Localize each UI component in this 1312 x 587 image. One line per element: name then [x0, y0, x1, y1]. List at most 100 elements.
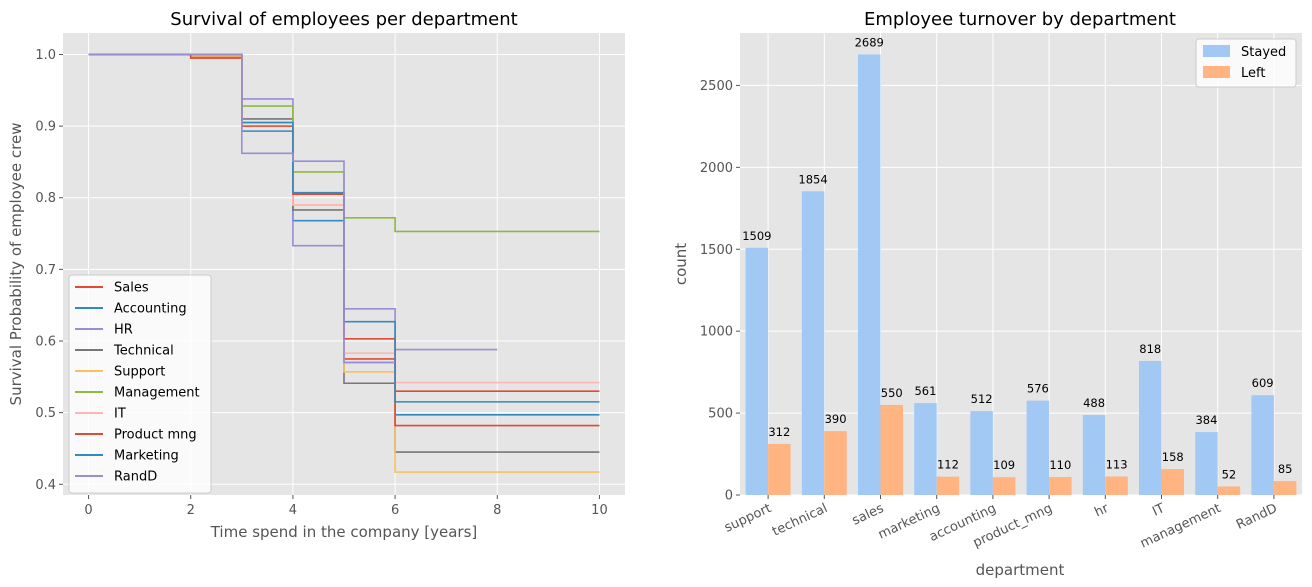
turnover-y-tick-label: 0: [725, 489, 733, 504]
bar-value-label: 112: [937, 458, 959, 472]
bar-stayed-management: [1195, 432, 1218, 495]
survival-legend-label: Sales: [114, 281, 149, 296]
turnover-x-tick-label: IT: [1150, 501, 1167, 520]
survival-legend-label: Marketing: [114, 449, 179, 464]
bar-value-label: 576: [1027, 382, 1049, 396]
turnover-y-tick-label: 500: [708, 407, 733, 422]
survival-x-axis-label: Time spend in the company [years]: [210, 523, 478, 541]
survival-y-tick-label: 0.5: [35, 406, 56, 421]
survival-x-tick-label: 8: [493, 503, 501, 518]
survival-y-tick-label: 0.8: [35, 191, 56, 206]
bar-left-product-mng: [1049, 476, 1072, 495]
bar-stayed-hr: [1082, 415, 1106, 495]
survival-legend-label: Accounting: [114, 302, 187, 317]
bar-stayed-accounting: [970, 411, 993, 495]
bar-value-label: 109: [993, 458, 1015, 472]
turnover-x-tick-label: sales: [850, 501, 887, 529]
bar-left-it: [1161, 469, 1184, 495]
survival-chart-title: Survival of employees per department: [170, 9, 517, 30]
bar-value-label: 312: [768, 425, 790, 439]
bar-left-randd: [1273, 481, 1297, 495]
turnover-y-tick-label: 1500: [700, 243, 733, 258]
bar-stayed-technical: [801, 191, 825, 495]
turnover-legend-label: Left: [1241, 66, 1265, 81]
survival-legend-label: HR: [114, 323, 133, 338]
survival-y-tick-label: 0.9: [35, 120, 56, 135]
survival-legend-label: Management: [114, 386, 200, 401]
survival-legend-label: IT: [114, 407, 126, 422]
bar-stayed-sales: [858, 54, 881, 495]
survival-legend-label: Product mng: [114, 428, 197, 443]
turnover-y-ticks: 0 500 1000 1500 2000 2500: [700, 79, 740, 504]
bar-value-label: 1854: [798, 172, 827, 186]
bar-value-label: 390: [825, 412, 847, 426]
bar-stayed-randd: [1251, 395, 1274, 495]
bar-stayed-product-mng: [1026, 400, 1050, 495]
turnover-y-axis-label: count: [672, 243, 690, 285]
survival-legend-label: Technical: [113, 344, 174, 359]
survival-x-tick-label: 0: [84, 503, 92, 518]
survival-legend: Sales Accounting HR Technical Support Managem…: [68, 274, 212, 494]
bar-value-label: 561: [914, 384, 936, 398]
bar-value-label: 1509: [742, 229, 771, 243]
bar-stayed-marketing: [914, 403, 937, 495]
bar-left-accounting: [992, 477, 1016, 495]
bar-left-technical: [824, 431, 847, 495]
turnover-x-tick-label: hr: [1092, 501, 1111, 521]
survival-legend-box: [68, 274, 212, 494]
bar-value-label: 512: [971, 392, 993, 406]
survival-x-ticks: 0 2 4 6 8 10: [84, 495, 608, 518]
survival-y-tick-label: 0.6: [35, 335, 56, 350]
turnover-grid: [740, 33, 1302, 496]
bar-value-label: 550: [881, 386, 903, 400]
bar-left-marketing: [936, 476, 960, 495]
turnover-legend-swatch: [1203, 45, 1230, 57]
turnover-bars: [745, 54, 1297, 495]
survival-y-tick-label: 0.7: [35, 263, 56, 278]
turnover-x-tick-label: technical: [770, 501, 830, 540]
turnover-x-tick-label: support: [722, 501, 774, 536]
turnover-bar-labels: 1509 1854 2689 561 512 576 488 818 384 609 312 390 5…: [742, 35, 1292, 481]
survival-legend-label: Support: [114, 365, 165, 380]
survival-y-axis-label: Survival Probability of employee crew: [7, 123, 25, 406]
bar-stayed-support: [745, 247, 769, 495]
turnover-legend-swatch: [1203, 66, 1230, 78]
bar-value-label: 85: [1278, 462, 1293, 476]
survival-chart: 0 2 4 6 8 10 0.4 0.5 0.6 0.7 0.8 0.9 1.0 Survival o…: [7, 9, 625, 541]
turnover-y-tick-label: 2000: [700, 161, 733, 176]
bar-value-label: 384: [1195, 413, 1217, 427]
bar-value-label: 488: [1083, 396, 1105, 410]
bar-left-hr: [1105, 476, 1128, 495]
survival-x-tick-label: 4: [289, 503, 297, 518]
turnover-x-axis-label: department: [976, 561, 1065, 579]
survival-lines: [88, 53, 600, 473]
bar-value-label: 113: [1106, 457, 1128, 471]
turnover-legend: Stayed Left: [1195, 38, 1297, 88]
survival-x-tick-label: 10: [591, 503, 608, 518]
bar-value-label: 2689: [855, 35, 884, 49]
turnover-chart-title: Employee turnover by department: [864, 9, 1176, 30]
survival-x-tick-label: 2: [187, 503, 195, 518]
turnover-x-tick-label: RandD: [1234, 501, 1280, 533]
survival-x-tick-label: 6: [391, 503, 399, 518]
bar-left-sales: [880, 404, 903, 495]
bar-value-label: 158: [1162, 450, 1184, 464]
bar-stayed-it: [1139, 360, 1162, 495]
survival-line-randd: [88, 53, 396, 364]
bar-value-label: 110: [1049, 458, 1071, 472]
bar-left-management: [1217, 486, 1241, 495]
survival-legend-label: RandD: [114, 470, 157, 485]
survival-y-tick-label: 0.4: [35, 478, 56, 493]
turnover-plot-area: [740, 33, 1302, 495]
bar-value-label: 609: [1252, 376, 1274, 390]
survival-y-ticks: 0.4 0.5 0.6 0.7 0.8 0.9 1.0: [35, 48, 63, 493]
turnover-chart: 1509 1854 2689 561 512 576 488 818 384 609 312 390 5…: [672, 9, 1302, 579]
bar-value-label: 818: [1139, 342, 1161, 356]
survival-y-tick-label: 1.0: [35, 48, 56, 63]
bar-left-support: [768, 443, 791, 495]
turnover-y-tick-label: 1000: [700, 325, 733, 340]
bar-value-label: 52: [1222, 467, 1237, 481]
turnover-y-tick-label: 2500: [700, 79, 733, 94]
